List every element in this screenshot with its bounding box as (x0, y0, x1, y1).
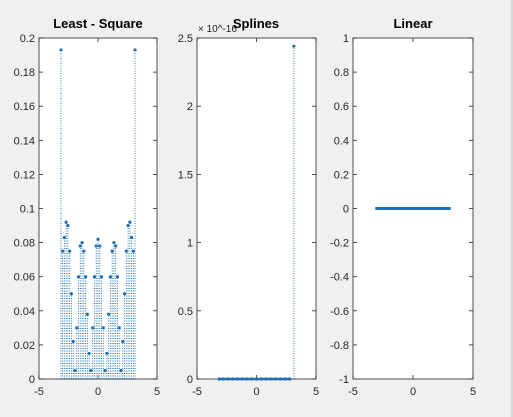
linear-ytick-label: 0.2 (334, 169, 349, 181)
linear-xtick-label: -5 (348, 386, 358, 398)
linear-ytick-label: 0.6 (334, 101, 349, 113)
linear-ytick-label: 0 (343, 204, 349, 216)
least-square-data-point (103, 368, 107, 373)
least-square-data-point (64, 220, 68, 224)
least-square-ytick-label: 0.16 (14, 101, 35, 113)
least-square-data-point (133, 48, 137, 52)
least-square-data-point (122, 292, 127, 296)
least-square-data-point (101, 326, 105, 330)
least-square-data-point (66, 223, 70, 228)
linear-ytick-label: 0.4 (334, 135, 349, 147)
linear-ytick-label: -0.4 (330, 272, 349, 284)
least-square-data-point (87, 351, 91, 356)
linear-ytick-label: -0.6 (330, 306, 349, 318)
least-square-title: Least - Square (53, 16, 143, 31)
least-square-data-point (126, 223, 130, 228)
least-square-data-point (117, 326, 121, 330)
linear-ytick-label: 1 (343, 33, 349, 45)
least-square-data-point (107, 312, 111, 316)
least-square-data-point (91, 326, 95, 330)
least-square-data-point (59, 48, 63, 52)
least-square-ytick-label: 0.1 (20, 204, 35, 216)
least-square-data-point (84, 275, 88, 279)
least-square-data-point (119, 368, 123, 373)
least-square-data-point (124, 249, 128, 253)
least-square-ytick-label: 0.18 (14, 67, 35, 79)
splines-exponent-label: × 10^-16 (198, 24, 237, 35)
least-square-data-point (68, 249, 72, 253)
least-square-data-point (71, 339, 75, 344)
least-square-data-point (73, 368, 77, 373)
least-square-plot-area (38, 37, 158, 380)
least-square-data-point (92, 275, 97, 279)
least-square-ytick-label: 0.06 (14, 272, 35, 284)
least-square-data-point (69, 292, 74, 296)
least-square-data-point (89, 368, 93, 373)
least-square-data-point (112, 241, 116, 245)
least-square-data-point (108, 275, 112, 279)
least-square-ytick-label: 0.04 (14, 306, 35, 318)
splines-ytick-label: 1.5 (178, 169, 193, 181)
splines-xtick-label: 5 (313, 386, 319, 398)
splines-xtick-label: 0 (253, 386, 259, 398)
least-square-data-point (105, 351, 109, 356)
least-square-xtick-label: -5 (34, 386, 44, 398)
linear-title: Linear (393, 16, 432, 31)
least-square-data-point (114, 244, 118, 248)
least-square-xtick-label: 0 (95, 386, 101, 398)
least-square-data-point (96, 237, 100, 241)
least-square-data-point (115, 275, 120, 279)
least-square-data-point (99, 275, 104, 279)
linear-ytick-label: -1 (339, 374, 349, 386)
linear-ytick-label: -0.2 (330, 238, 349, 250)
splines-data-point (292, 44, 296, 48)
least-square-data-point (128, 220, 132, 224)
linear-axes: Linear -5 0 5 -1 -0.8 -0.6 -0.4 -0.2 0 0.2 0.4 0.6 0… (330, 16, 476, 398)
linear-xtick-label: 0 (410, 386, 416, 398)
least-square-data-point (76, 275, 81, 279)
splines-ytick-label: 2 (187, 101, 193, 113)
least-square-data-point (110, 249, 114, 253)
least-square-data-point (130, 235, 134, 240)
least-square-xtick-label: 5 (154, 386, 160, 398)
least-square-data-point (62, 235, 66, 240)
linear-ytick-label: 0.8 (334, 67, 349, 79)
least-square-data-point (85, 312, 89, 316)
least-square-data-point (82, 249, 86, 253)
splines-ytick-label: 0 (187, 374, 193, 386)
window-edge (511, 0, 513, 417)
least-square-ytick-label: 0.12 (14, 169, 35, 181)
least-square-axes: Least - Square -5 0 500.020.040.060.080.10… (14, 16, 160, 398)
splines-xtick-label: -5 (192, 386, 202, 398)
least-square-ytick-label: 0.08 (14, 238, 35, 250)
least-square-data-point (131, 249, 135, 253)
least-square-data-point (121, 339, 125, 344)
least-square-data-point (75, 326, 79, 330)
least-square-ytick-label: 0.2 (20, 33, 35, 45)
least-square-ytick-label: 0.14 (14, 135, 35, 147)
least-square-data-point (94, 244, 98, 248)
least-square-ytick-label: 0 (29, 374, 35, 386)
splines-plot-area (196, 37, 317, 380)
splines-title: Splines (233, 16, 279, 31)
least-square-data-point (61, 249, 65, 253)
splines-axes: × 10^-16 Splines -5 0 500.511.522.5 (178, 16, 319, 398)
least-square-ytick-label: 0.02 (14, 340, 35, 352)
splines-ytick-label: 2.5 (178, 33, 193, 45)
splines-ytick-label: 0.5 (178, 306, 193, 318)
linear-xtick-label: 5 (470, 386, 476, 398)
least-square-data-point (78, 244, 82, 248)
least-square-data-point (98, 244, 102, 248)
linear-ytick-label: -0.8 (330, 340, 349, 352)
splines-ytick-label: 1 (187, 238, 193, 250)
least-square-data-point (80, 241, 84, 245)
